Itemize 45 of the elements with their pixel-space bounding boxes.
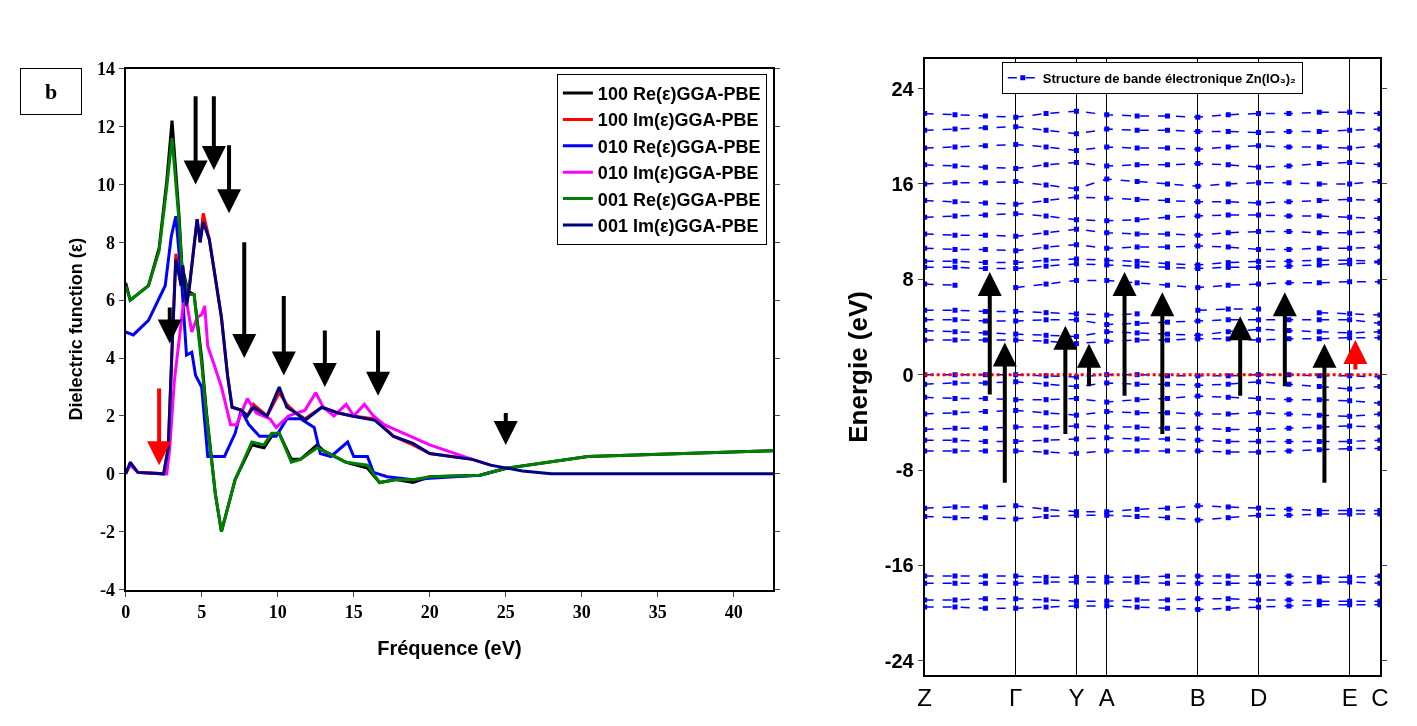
x-tick-label: Γ (1009, 683, 1023, 711)
y-tick-label: 0 (902, 363, 914, 386)
x-tick-label: 10 (268, 602, 287, 623)
legend-label: 001 Re(ε)GGA-PBE (597, 189, 761, 210)
x-tick-label: 35 (648, 602, 667, 623)
x-tick-label: Z (917, 683, 932, 711)
x-tick-label: B (1189, 683, 1206, 711)
x-axis-title: Fréquence (eV) (377, 637, 522, 660)
y-axis-title: Dielectric function (ε) (65, 237, 86, 421)
y-tick-label: 0 (106, 464, 116, 485)
y-tick-label: 4 (106, 348, 116, 369)
y-tick-label: 8 (106, 232, 116, 253)
x-tick-label: A (1098, 683, 1115, 711)
y-tick-label: -2 (100, 522, 116, 543)
y-tick-label: 8 (902, 268, 914, 291)
legend-label: 100 Im(ε)GGA-PBE (597, 110, 759, 131)
x-tick-label: 0 (121, 602, 131, 623)
x-tick-label: Y (1068, 683, 1085, 711)
y-tick-label: 2 (106, 406, 116, 427)
legend-label: 010 Re(ε)GGA-PBE (597, 136, 761, 157)
x-tick-label: 15 (344, 602, 363, 623)
y-tick-label: -16 (884, 554, 914, 577)
y-tick-label: 12 (97, 116, 116, 137)
y-tick-label: 6 (106, 290, 116, 311)
y-tick-label: -4 (100, 579, 116, 600)
x-tick-label: C (1371, 683, 1389, 711)
y-axis-title: Energie (eV) (842, 291, 873, 443)
y-tick-label: -8 (895, 459, 914, 481)
y-tick-label: -24 (884, 649, 915, 672)
text: b (44, 79, 58, 104)
y-tick-label: 24 (891, 77, 915, 100)
x-tick-label: 20 (420, 602, 439, 623)
x-tick-label: E (1341, 683, 1358, 711)
x-tick-label: 40 (724, 602, 743, 623)
legend-label: 010 Im(ε)GGA-PBE (597, 163, 759, 184)
legend-label: Structure de bande électronique Zn(IO₃)₂ (1042, 70, 1297, 86)
legend-label: 100 Re(ε)GGA-PBE (597, 84, 761, 105)
y-tick-label: 14 (97, 58, 116, 79)
y-tick-label: 16 (891, 172, 914, 195)
y-tick-label: 10 (97, 174, 116, 195)
x-tick-label: D (1249, 683, 1268, 711)
x-tick-label: 30 (572, 602, 591, 623)
x-tick-label: 25 (496, 602, 515, 623)
legend-label: 001 Im(ε)GGA-PBE (597, 216, 759, 237)
x-tick-label: 5 (197, 602, 207, 623)
